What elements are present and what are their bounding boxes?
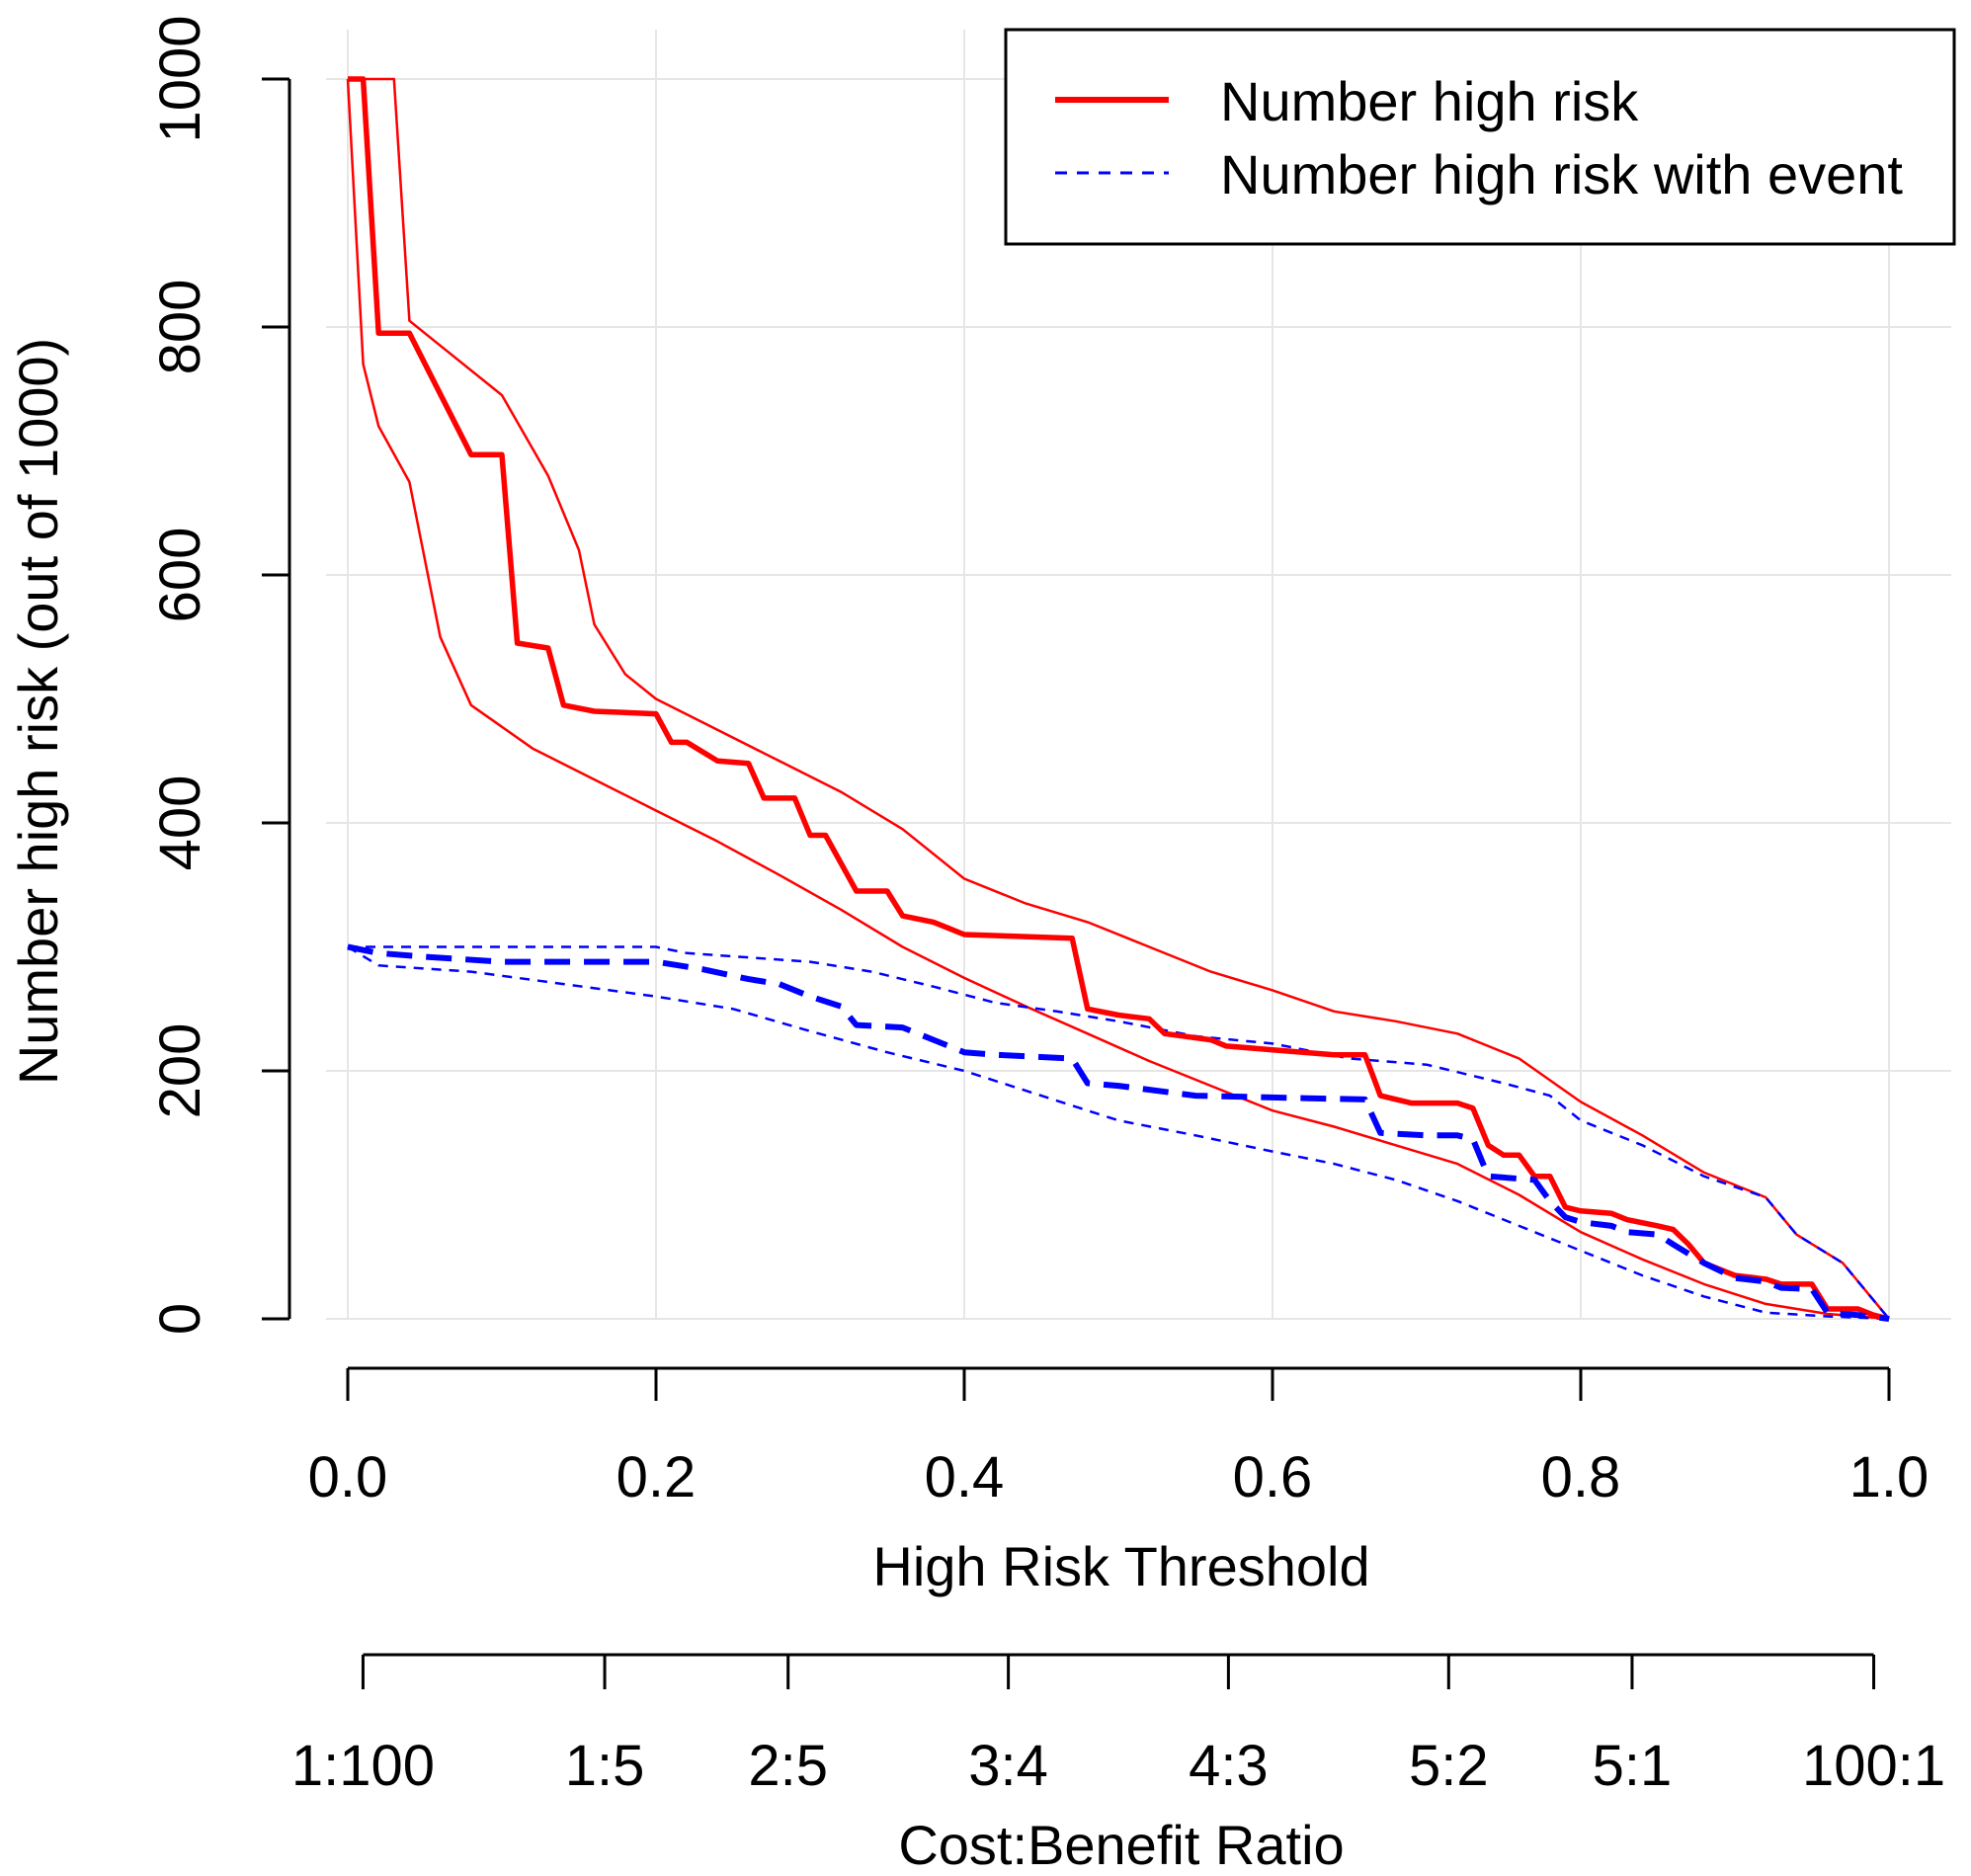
x-tick-label-0.4: 0.4 [925,1445,1005,1509]
x-axis-ticks: 0.0 0.2 0.4 0.6 0.8 1.0 [308,1368,1930,1509]
series-group [346,76,1890,1322]
y-tick-label-400: 400 [148,775,212,871]
x-tick-label-1.0: 1.0 [1849,1445,1930,1509]
series-number-high-risk [348,76,1890,1322]
x-axis-title: High Risk Threshold [872,1535,1369,1597]
grid-lines [326,30,1951,1320]
legend-label-number-high-risk-with-event: Number high risk with event [1220,143,1903,205]
y-tick-label-600: 600 [148,528,212,623]
ratio-tick-label-3-4: 3:4 [968,1734,1048,1798]
y-tick-label-0: 0 [148,1303,212,1335]
y-tick-label-800: 800 [148,280,212,375]
series-number-high-risk-with-event-lower-bound [347,945,1890,1321]
series-number-high-risk-upper-bound [348,77,1890,1320]
y-tick-label-1000: 1000 [148,15,212,142]
ratio-tick-label-1-5: 1:5 [565,1734,645,1798]
legend-box [1004,28,1956,246]
ratio-tick-label-5-2: 5:2 [1409,1734,1489,1798]
ratio-axis-ticks: 1:100 1:5 2:5 3:4 4:3 5:2 5:1 100:1 [291,1655,1945,1798]
y-axis-title: Number high risk (out of 1000) [7,338,69,1085]
ratio-axis-title: Cost:Benefit Ratio [898,1814,1344,1876]
ratio-tick-label-4-3: 4:3 [1189,1734,1269,1798]
ratio-tick-label-5-1: 5:1 [1593,1734,1673,1798]
legend-label-number-high-risk: Number high risk [1220,70,1639,132]
x-tick-label-0.8: 0.8 [1541,1445,1621,1509]
series-number-high-risk-with-event-upper-bound [348,945,1890,1320]
x-tick-label-0.2: 0.2 [616,1445,697,1509]
x-tick-label-0.6: 0.6 [1233,1445,1313,1509]
ratio-tick-label-2-5: 2:5 [748,1734,828,1798]
y-tick-label-200: 200 [148,1023,212,1119]
y-axis-ticks: 0 200 400 600 800 1000 [148,15,289,1335]
ratio-tick-label-100-1: 100:1 [1802,1734,1945,1798]
legend: Number high risk Number high risk with e… [1004,28,1956,246]
x-tick-label-0.0: 0.0 [308,1445,388,1509]
ratio-tick-label-1-100: 1:100 [291,1734,435,1798]
series-number-high-risk-with-event [347,943,1890,1322]
